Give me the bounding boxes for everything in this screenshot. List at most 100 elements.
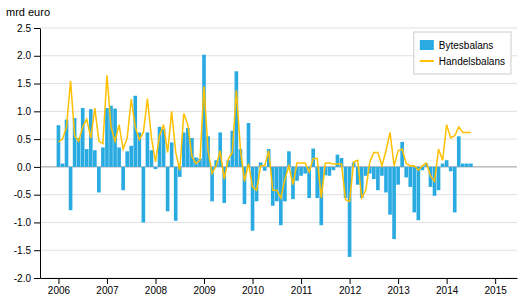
y-tick-label: 1.0: [17, 106, 31, 117]
bar: [376, 167, 380, 190]
bar: [174, 167, 178, 221]
bar: [299, 167, 303, 176]
x-tick: 2013: [387, 278, 410, 296]
y-tick-mark: [34, 167, 40, 168]
y-axis-line: [40, 29, 41, 279]
x-tick-label: 2010: [242, 285, 265, 296]
bar: [336, 155, 340, 167]
y-tick: -1.0: [14, 217, 40, 228]
grid-line: [40, 250, 517, 251]
y-tick-mark: [34, 195, 40, 196]
bar: [408, 167, 412, 187]
y-tick: 2.5: [17, 23, 40, 34]
x-tick-label: 2008: [145, 285, 168, 296]
grid-line: [40, 83, 517, 84]
x-tick-mark: [253, 278, 254, 284]
x-tick-label: 2014: [436, 285, 459, 296]
grid-line: [40, 278, 517, 279]
y-tick-mark: [34, 278, 40, 279]
bar: [166, 167, 170, 211]
bar: [97, 167, 101, 193]
y-tick-label: 0.0: [17, 162, 31, 173]
marks: [57, 55, 473, 257]
bar: [384, 167, 388, 193]
y-axis-label: mrd euro: [6, 6, 50, 18]
bar: [146, 132, 150, 166]
legend-label: Bytesbalans: [439, 40, 493, 51]
x-tick: 2009: [193, 278, 216, 296]
x-tick-label: 2006: [48, 285, 71, 296]
y-tick-label: -1.0: [14, 217, 32, 228]
bar: [154, 167, 158, 169]
bar: [121, 167, 125, 190]
y-tick-mark: [34, 222, 40, 223]
x-tick: 2007: [96, 278, 119, 296]
bar: [57, 125, 61, 167]
bar: [85, 149, 89, 167]
x-tick: 2012: [339, 278, 362, 296]
bar: [348, 167, 352, 257]
x-tick-label: 2015: [485, 285, 508, 296]
bar: [81, 108, 85, 167]
y-tick-label: 1.5: [17, 78, 31, 89]
x-tick-mark: [301, 278, 302, 284]
legend-item: Handelsbalans: [420, 56, 505, 67]
bar: [247, 123, 251, 167]
bar: [437, 167, 441, 190]
x-tick-label: 2011: [291, 285, 313, 296]
bar: [412, 167, 416, 213]
y-tick-mark: [34, 111, 40, 112]
bar: [328, 167, 332, 176]
bar: [441, 164, 445, 167]
y-axis: -2.0-1.5-1.0-0.50.00.51.01.52.02.5: [14, 23, 41, 284]
y-tick-mark: [34, 56, 40, 57]
x-tick-mark: [107, 278, 108, 284]
bar: [275, 167, 279, 201]
x-tick-mark: [155, 278, 156, 284]
bar: [453, 167, 457, 213]
x-tick-label: 2009: [193, 285, 216, 296]
x-tick: 2011: [291, 278, 313, 296]
x-tick-mark: [398, 278, 399, 284]
bar: [372, 167, 376, 179]
legend: Bytesbalans Handelsbalans: [414, 32, 511, 74]
bar: [303, 167, 307, 174]
legend-swatch: [420, 40, 434, 50]
x-tick: 2010: [242, 278, 265, 296]
x-tick-mark: [447, 278, 448, 284]
legend-item: Bytesbalans: [420, 40, 493, 51]
y-tick: 2.0: [17, 50, 40, 61]
grid-line: [40, 222, 517, 223]
bar: [364, 167, 368, 176]
plot-area: 2006 2007 2008 2009 2010 2011 2012 2013 2014 2015…: [14, 23, 518, 296]
bar-series: [57, 55, 473, 257]
x-tick: 2006: [48, 278, 71, 296]
x-tick-label: 2013: [387, 285, 410, 296]
bar: [388, 167, 392, 215]
y-tick-mark: [34, 28, 40, 29]
bar: [263, 167, 267, 171]
y-tick: -0.5: [14, 189, 40, 200]
bar: [461, 164, 465, 167]
bar: [170, 142, 174, 166]
y-tick: 0.0: [17, 162, 40, 173]
y-tick-label: -0.5: [14, 189, 32, 200]
chart: 2006 2007 2008 2009 2010 2011 2012 2013 2014 2015…: [0, 0, 529, 302]
y-tick-label: 2.5: [17, 23, 31, 34]
x-tick-mark: [58, 278, 59, 284]
y-tick: 0.5: [17, 134, 40, 145]
y-tick-mark: [34, 84, 40, 85]
bar: [117, 147, 121, 166]
bar: [396, 167, 400, 185]
bar: [457, 136, 461, 167]
x-tick-label: 2012: [339, 285, 362, 296]
bar: [404, 167, 408, 178]
bar: [93, 150, 97, 167]
x-tick: 2015: [485, 278, 508, 296]
bar: [105, 108, 109, 167]
bar: [465, 164, 469, 167]
x-axis: 2006 2007 2008 2009 2010 2011 2012 2013 2014 2015: [41, 278, 518, 296]
y-tick: -1.5: [14, 245, 40, 256]
bar: [469, 164, 473, 167]
bar: [332, 167, 336, 170]
